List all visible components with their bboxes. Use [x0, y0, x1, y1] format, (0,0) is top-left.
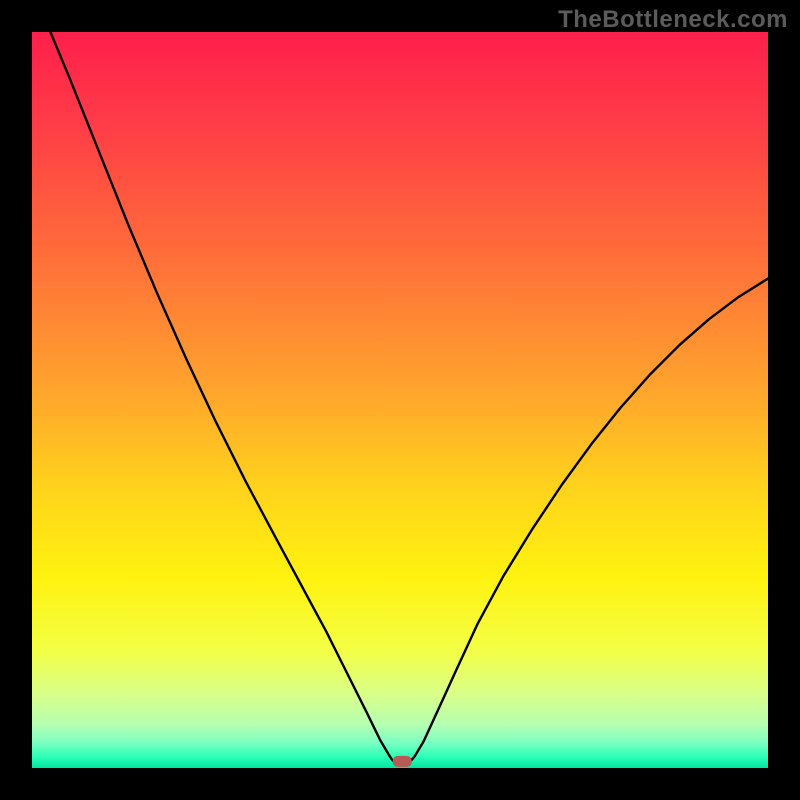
- plot-background: [32, 32, 768, 768]
- optimum-marker: [393, 756, 412, 767]
- watermark-text: TheBottleneck.com: [558, 6, 788, 34]
- chart-svg: [0, 0, 800, 800]
- chart-stage: TheBottleneck.com: [0, 0, 800, 800]
